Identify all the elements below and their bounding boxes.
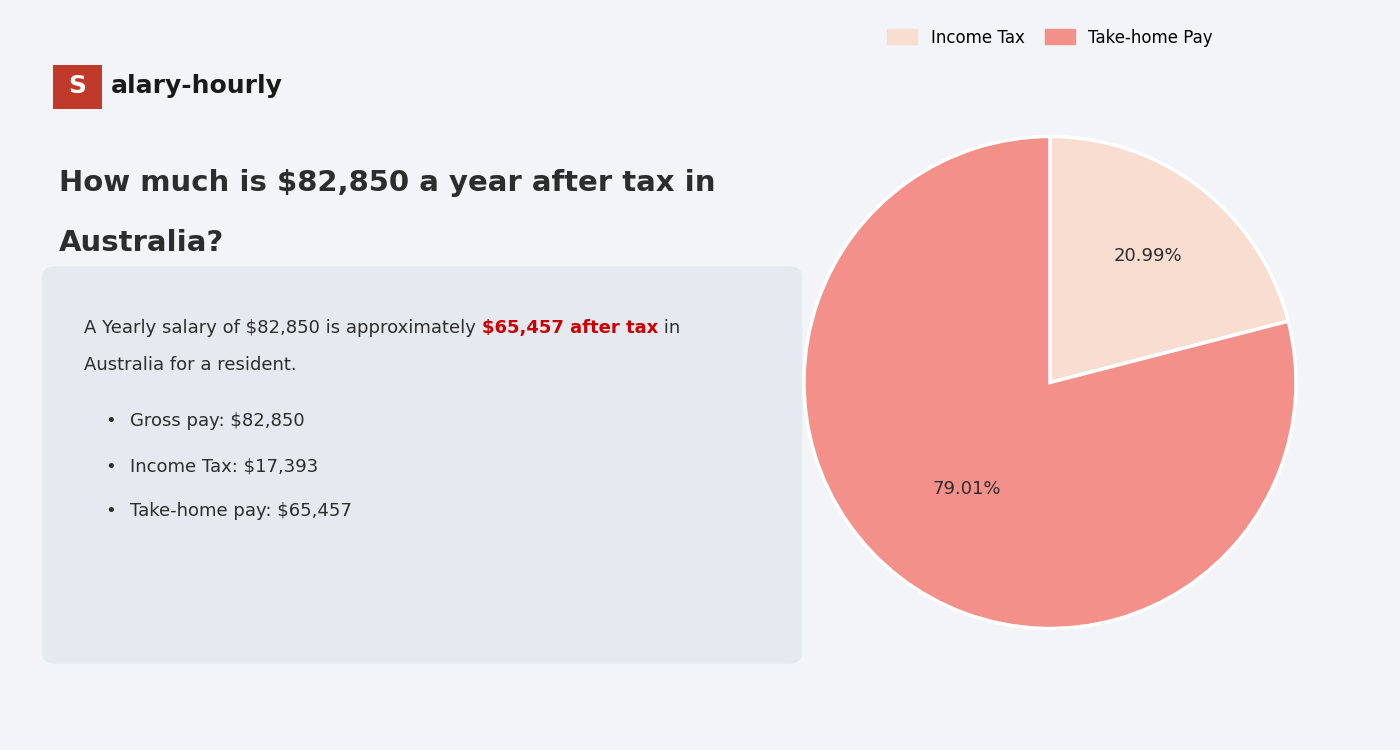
Text: •: • <box>105 413 116 430</box>
Text: Gross pay: $82,850: Gross pay: $82,850 <box>130 413 305 430</box>
Text: $65,457 after tax: $65,457 after tax <box>482 319 658 337</box>
Text: Income Tax: $17,393: Income Tax: $17,393 <box>130 458 318 476</box>
Wedge shape <box>804 136 1296 628</box>
Text: How much is $82,850 a year after tax in: How much is $82,850 a year after tax in <box>59 169 715 196</box>
Text: in: in <box>658 319 680 337</box>
Text: Australia?: Australia? <box>59 229 224 256</box>
Text: 79.01%: 79.01% <box>932 481 1001 499</box>
Legend: Income Tax, Take-home Pay: Income Tax, Take-home Pay <box>881 22 1219 53</box>
Text: Take-home pay: $65,457: Take-home pay: $65,457 <box>130 503 351 520</box>
Text: S: S <box>69 74 87 98</box>
Wedge shape <box>1050 136 1288 382</box>
Text: alary-hourly: alary-hourly <box>111 74 283 98</box>
Text: Australia for a resident.: Australia for a resident. <box>84 356 297 374</box>
FancyBboxPatch shape <box>53 64 102 109</box>
Text: •: • <box>105 503 116 520</box>
Text: A Yearly salary of $82,850 is approximately: A Yearly salary of $82,850 is approximat… <box>84 319 482 337</box>
FancyBboxPatch shape <box>42 266 802 664</box>
Text: 20.99%: 20.99% <box>1113 247 1182 265</box>
Text: •: • <box>105 458 116 476</box>
